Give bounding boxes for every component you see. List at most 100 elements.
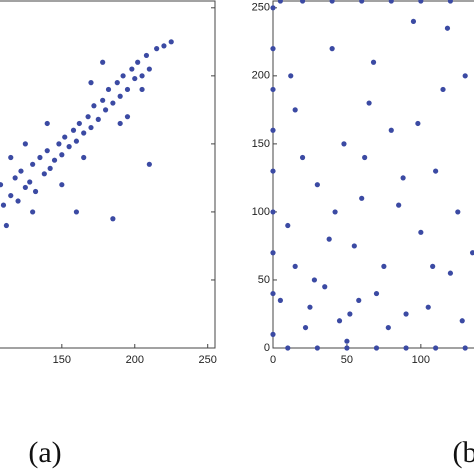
point xyxy=(22,141,28,147)
point xyxy=(322,284,328,290)
point xyxy=(388,127,394,133)
point xyxy=(356,297,362,303)
point xyxy=(440,86,446,93)
point xyxy=(433,168,439,174)
point xyxy=(410,18,417,25)
point xyxy=(100,97,106,103)
y-tick-label: 100 xyxy=(252,206,270,218)
point xyxy=(30,209,36,215)
point xyxy=(139,86,145,93)
point xyxy=(22,184,28,191)
point xyxy=(270,168,276,174)
plot-frame xyxy=(0,0,216,349)
point xyxy=(326,236,332,242)
point xyxy=(373,290,380,297)
y-tick-label: 0 xyxy=(264,342,270,354)
point xyxy=(59,182,65,188)
point xyxy=(314,345,320,351)
point xyxy=(168,39,174,45)
point xyxy=(292,107,298,113)
point xyxy=(462,73,468,79)
point xyxy=(95,116,101,122)
point xyxy=(91,103,97,109)
point xyxy=(447,270,454,276)
point xyxy=(314,182,320,188)
point xyxy=(12,175,18,181)
point xyxy=(403,311,409,317)
point xyxy=(277,0,283,4)
point xyxy=(100,59,106,65)
point xyxy=(44,148,50,154)
point xyxy=(73,209,80,215)
x-tick-label: 250 xyxy=(199,354,217,366)
point xyxy=(270,331,276,337)
point xyxy=(135,59,141,65)
point xyxy=(277,297,283,303)
point xyxy=(81,154,87,161)
point xyxy=(73,138,80,144)
x-tick-label: 50 xyxy=(341,354,353,366)
point xyxy=(88,124,94,131)
point xyxy=(425,304,431,310)
point xyxy=(88,80,94,86)
point xyxy=(373,345,380,351)
point xyxy=(299,154,306,161)
point xyxy=(418,229,424,235)
point xyxy=(0,182,4,188)
point xyxy=(270,86,276,93)
point xyxy=(359,195,365,201)
point xyxy=(76,120,82,127)
point xyxy=(56,141,62,147)
point xyxy=(270,209,276,215)
y-tick-label: 250 xyxy=(252,2,270,14)
point xyxy=(462,345,468,351)
point xyxy=(418,0,424,4)
point xyxy=(400,175,406,181)
point xyxy=(455,209,461,215)
point xyxy=(270,127,276,133)
x-tick-label: 150 xyxy=(53,354,71,366)
point xyxy=(117,120,123,127)
point xyxy=(8,192,14,199)
point xyxy=(307,304,313,310)
point xyxy=(344,345,350,351)
point xyxy=(270,5,276,11)
point xyxy=(15,198,21,204)
point xyxy=(70,127,77,133)
point xyxy=(336,318,343,324)
point xyxy=(403,345,409,351)
point xyxy=(129,66,135,72)
point xyxy=(285,345,291,351)
y-tick-label: 50 xyxy=(258,274,270,286)
point xyxy=(381,263,387,269)
point xyxy=(124,114,131,120)
point xyxy=(37,154,43,161)
point xyxy=(285,222,291,229)
x-tick-label: 200 xyxy=(126,354,144,366)
point xyxy=(447,0,454,4)
y-tick-label: 200 xyxy=(252,70,270,82)
point xyxy=(18,168,24,174)
point xyxy=(444,25,451,31)
point xyxy=(351,243,357,249)
caption: (b) xyxy=(453,436,474,469)
point xyxy=(359,0,365,4)
point xyxy=(85,114,91,120)
point xyxy=(44,120,50,127)
point xyxy=(124,86,131,93)
point xyxy=(0,202,7,208)
point xyxy=(41,171,47,177)
point xyxy=(299,0,306,4)
point xyxy=(302,324,309,331)
point xyxy=(288,73,294,79)
point xyxy=(110,100,116,106)
point xyxy=(117,93,123,99)
point xyxy=(8,154,14,161)
point xyxy=(102,107,109,113)
point xyxy=(329,46,335,52)
point xyxy=(385,324,391,331)
point xyxy=(270,250,276,256)
point xyxy=(292,263,298,269)
point xyxy=(120,73,126,79)
point xyxy=(154,46,160,52)
